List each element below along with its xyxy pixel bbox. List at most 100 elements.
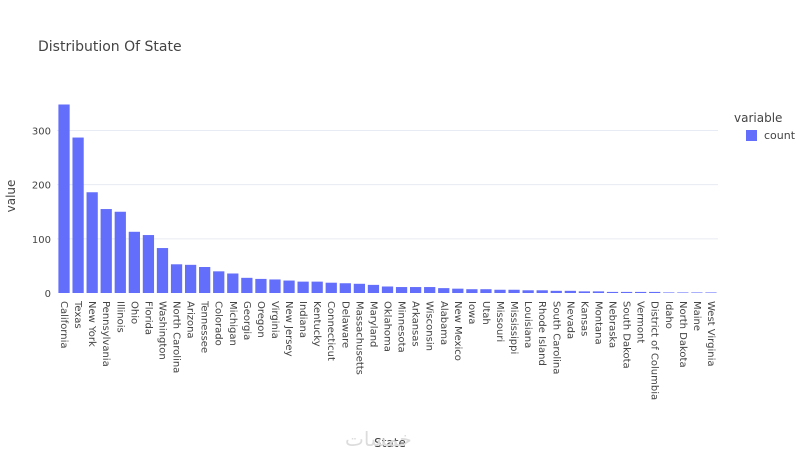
bar-maryland[interactable]: [367, 284, 380, 293]
x-tick-label: Georgia: [241, 301, 252, 340]
y-axis-ticks: 0 100 200 300: [32, 127, 51, 301]
x-tick-label: Kentucky: [311, 301, 322, 347]
bar-california[interactable]: [58, 104, 70, 294]
bar-maine[interactable]: [691, 292, 703, 293]
x-tick-label: Vermont: [635, 301, 646, 343]
x-tick-label: South Carolina: [550, 301, 561, 374]
bar-vermont[interactable]: [635, 291, 647, 293]
x-tick-label: Ohio: [128, 301, 139, 324]
bar-arizona[interactable]: [184, 264, 197, 293]
legend-label-count[interactable]: count: [764, 129, 796, 142]
x-tick-label: Texas: [72, 300, 83, 329]
bar-utah[interactable]: [480, 289, 492, 293]
bar-new-york[interactable]: [86, 192, 98, 293]
x-tick-label: California: [58, 301, 69, 349]
bar-iowa[interactable]: [466, 289, 478, 293]
x-tick-label: Oregon: [255, 301, 266, 338]
bar-virginia[interactable]: [269, 279, 281, 293]
bar-new-mexico[interactable]: [452, 288, 464, 293]
legend-title: variable: [734, 111, 782, 125]
x-tick-label: New Jersey: [283, 301, 294, 357]
x-tick-label: Alabama: [438, 301, 449, 345]
bar-rhode-island[interactable]: [536, 290, 548, 293]
bar-oklahoma[interactable]: [381, 286, 394, 294]
bar-pennsylvania[interactable]: [100, 209, 112, 293]
y-tick-label: 100: [32, 235, 51, 246]
y-axis-title: value: [4, 180, 18, 213]
x-tick-label: Louisiana: [522, 301, 533, 348]
bar-north-carolina[interactable]: [170, 264, 183, 293]
x-axis-title: State: [374, 436, 406, 450]
bar-texas[interactable]: [72, 137, 84, 293]
bar-colorado[interactable]: [213, 271, 225, 293]
bar-florida[interactable]: [142, 235, 155, 293]
bar-delaware[interactable]: [339, 283, 351, 293]
bar-kansas[interactable]: [578, 291, 591, 293]
bar-new-jersey[interactable]: [283, 280, 295, 293]
x-tick-label: Missouri: [494, 301, 505, 342]
bar-georgia[interactable]: [241, 277, 253, 293]
bar-minnesota[interactable]: [395, 287, 408, 293]
bar-massachusetts[interactable]: [353, 283, 365, 293]
bar-layer[interactable]: [58, 104, 717, 294]
x-tick-label: North Dakota: [677, 301, 688, 368]
x-tick-label: Tennessee: [199, 300, 210, 353]
bar-indiana[interactable]: [297, 281, 309, 293]
bar-kentucky[interactable]: [311, 281, 323, 293]
x-tick-label: Connecticut: [325, 301, 336, 361]
chart-title: Distribution Of State: [38, 39, 182, 55]
bar-nevada[interactable]: [564, 290, 576, 293]
x-tick-label: Pennsylvania: [100, 301, 111, 367]
x-tick-label: Michigan: [227, 301, 238, 346]
watermark-logo: خمسات: [345, 427, 412, 451]
x-tick-label: New Mexico: [452, 301, 463, 361]
bar-west-virginia[interactable]: [705, 292, 717, 293]
bar-montana[interactable]: [592, 291, 605, 293]
bar-alabama[interactable]: [438, 288, 450, 293]
x-tick-label: Indiana: [297, 301, 308, 338]
grid-layer: [57, 130, 718, 240]
x-tick-label: Virginia: [269, 301, 280, 339]
x-tick-label: West Virginia: [705, 301, 716, 366]
x-tick-label: Kansas: [578, 301, 589, 336]
x-axis-ticks: California Texas New York Pennsylvania Illin…: [58, 300, 716, 400]
x-tick-label: Rhode Island: [536, 301, 547, 366]
x-tick-label: Arkansas: [410, 301, 421, 347]
bar-south-carolina[interactable]: [550, 290, 562, 293]
bar-michigan[interactable]: [227, 273, 239, 294]
bar-illinois[interactable]: [114, 211, 126, 293]
bar-tennessee[interactable]: [199, 267, 211, 293]
x-tick-label: Mississippi: [508, 301, 519, 354]
x-tick-label: District of Columbia: [649, 301, 660, 400]
x-tick-label: Maine: [691, 301, 702, 331]
x-tick-label: Iowa: [466, 301, 477, 324]
bar-wisconsin[interactable]: [424, 287, 436, 293]
x-tick-label: Wisconsin: [424, 301, 435, 351]
x-tick-label: Delaware: [339, 301, 350, 348]
bar-north-dakota[interactable]: [677, 292, 689, 293]
bar-connecticut[interactable]: [325, 282, 337, 293]
bar-arkansas[interactable]: [410, 287, 422, 293]
x-tick-label: Colorado: [213, 301, 224, 346]
x-tick-label: Nevada: [564, 301, 575, 339]
legend-swatch-count[interactable]: [746, 130, 757, 141]
x-tick-label: Maryland: [367, 301, 378, 347]
bar-district-of-columbia[interactable]: [649, 291, 661, 293]
bar-washington[interactable]: [156, 248, 169, 293]
bar-missouri[interactable]: [494, 289, 506, 293]
bar-idaho[interactable]: [663, 292, 675, 293]
x-tick-label: Oklahoma: [382, 301, 393, 352]
bar-south-dakota[interactable]: [620, 291, 633, 293]
bar-ohio[interactable]: [128, 231, 140, 293]
bar-louisiana[interactable]: [522, 290, 534, 293]
bar-nebraska[interactable]: [606, 291, 619, 293]
bar-mississippi[interactable]: [508, 289, 520, 293]
legend[interactable]: variable count: [734, 111, 796, 142]
x-tick-label: Nebraska: [607, 301, 618, 348]
x-tick-label: Washington: [156, 301, 167, 360]
x-tick-label: Massachusetts: [353, 301, 364, 375]
bar-oregon[interactable]: [255, 278, 267, 293]
x-tick-label: Arizona: [185, 301, 196, 339]
x-tick-label: New York: [86, 301, 97, 347]
